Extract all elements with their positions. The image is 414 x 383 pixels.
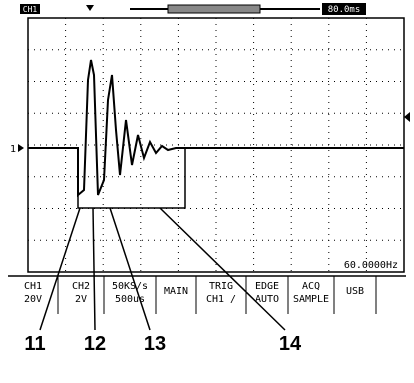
background — [0, 0, 414, 383]
top-left-label: CH1 — [23, 5, 38, 14]
callout-number: 14 — [279, 333, 302, 355]
menu-label: CH2 — [72, 281, 90, 292]
menu-label: 50KS/s — [112, 281, 148, 292]
channel-marker: 1 — [10, 144, 16, 155]
oscilloscope-figure: CH1 80.0ms 1 60.0000Hz CH1 20V CH2 2V 50KS/s… — [0, 0, 414, 383]
frequency-readout: 60.0000Hz — [344, 260, 398, 271]
memory-window — [168, 5, 260, 13]
menu-label: MAIN — [164, 286, 188, 297]
top-right-label: 80.0ms — [328, 5, 361, 15]
callout-number: 12 — [84, 333, 106, 355]
menu-label: TRIG — [209, 281, 233, 292]
menu-value: SAMPLE — [293, 294, 329, 305]
menu-label: USB — [346, 286, 364, 297]
menu-label: CH1 — [24, 281, 42, 292]
callout-number: 11 — [24, 333, 45, 355]
menu-label: ACQ — [302, 281, 320, 292]
menu-value: 2V — [75, 294, 87, 305]
menu-value: CH1 / — [206, 294, 236, 305]
callout-number: 13 — [144, 333, 166, 355]
menu-label: EDGE — [255, 281, 279, 292]
menu-value: 20V — [24, 294, 42, 305]
